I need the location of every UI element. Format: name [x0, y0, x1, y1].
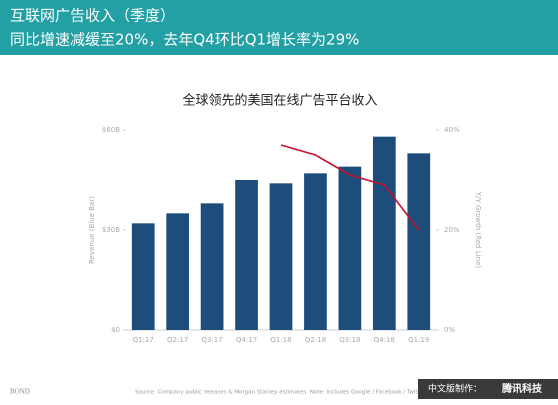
bar: [269, 183, 293, 330]
source-note: Source: Company public releases & Morgan…: [135, 390, 462, 396]
bar: [131, 223, 155, 330]
bar: [407, 153, 431, 330]
header-subtitle: 同比增速减缓至20%，去年Q4环比Q1增长率为29%: [10, 31, 359, 49]
x-tick-label: Q1:17: [133, 336, 154, 344]
bar: [235, 180, 258, 330]
brand: BOND: [10, 388, 30, 396]
x-tick-label: Q2:18: [305, 336, 326, 344]
bar: [166, 213, 190, 330]
bar: [372, 136, 396, 330]
y-tick-label: $60B: [102, 126, 120, 134]
bar: [338, 166, 362, 330]
x-tick-label: Q3:18: [339, 336, 360, 344]
x-tick-label: Q4:18: [374, 336, 395, 344]
bar: [304, 173, 327, 330]
bar: [200, 203, 224, 330]
badge-prefix: 中文版制作：: [428, 383, 482, 395]
x-tick-label: Q1:19: [408, 336, 429, 344]
y-tick-label: $30B: [102, 226, 120, 234]
y2-tick-label: 0%: [444, 326, 455, 334]
header-band: [0, 0, 558, 55]
chart-title: 全球领先的美国在线广告平台收入: [182, 93, 377, 109]
y2-tick-label: 40%: [444, 126, 460, 134]
x-tick-label: Q2:17: [167, 336, 188, 344]
y-tick-label: $0: [111, 326, 120, 334]
x-tick-label: Q3:17: [201, 336, 222, 344]
x-tick-label: Q1:18: [270, 336, 291, 344]
y-axis-label: Revenue (Blue Bar): [88, 196, 96, 264]
x-tick-label: Q4:17: [236, 336, 257, 344]
badge-name: 腾讯科技: [501, 382, 543, 395]
y2-tick-label: 20%: [444, 226, 460, 234]
badge: [418, 379, 558, 399]
header-title: 互联网广告收入（季度）: [10, 7, 175, 25]
growth-line: [280, 144, 420, 231]
y2-axis-label: Y/Y Growth (Red Line): [474, 191, 482, 269]
